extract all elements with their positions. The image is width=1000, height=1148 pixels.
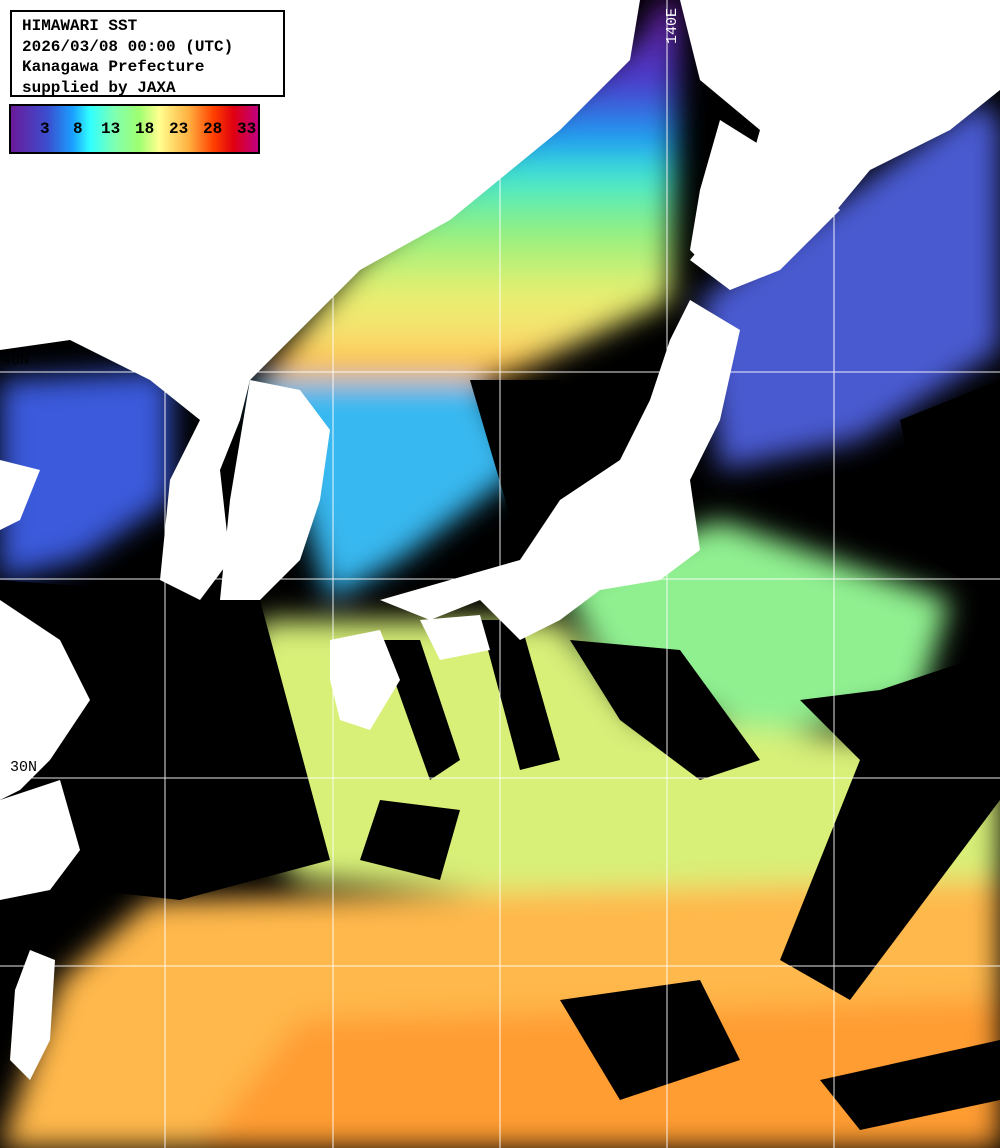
legend-tick: 18 xyxy=(135,120,155,138)
land-kyushu xyxy=(330,630,400,730)
title-box: HIMAWARI SST 2026/03/08 00:00 (UTC) Kana… xyxy=(10,10,285,97)
lon-label-140e: 140E xyxy=(664,7,681,44)
land-shikoku xyxy=(420,615,490,660)
lat-label-40n: 40N xyxy=(2,352,30,369)
color-scale-legend: 3 8 13 18 23 28 33 xyxy=(9,104,260,154)
land-honshu xyxy=(380,300,740,640)
legend-tick: 8 xyxy=(73,120,83,138)
land-korea xyxy=(220,380,330,600)
legend-tick: 33 xyxy=(237,120,257,138)
land-taiwan xyxy=(10,950,55,1080)
lat-label-30n: 30N xyxy=(10,759,38,776)
legend-tick: 13 xyxy=(101,120,121,138)
land-china-coast xyxy=(0,460,40,530)
map-datetime: 2026/03/08 00:00 (UTC) xyxy=(22,37,234,56)
land-hokkaido xyxy=(690,120,840,280)
map-organization: Kanagawa Prefecture xyxy=(22,58,205,76)
map-credit: supplied by JAXA xyxy=(22,78,176,97)
map-title: HIMAWARI SST xyxy=(22,17,138,35)
land-china-south xyxy=(0,600,90,800)
legend-tick: 28 xyxy=(203,120,223,138)
legend-tick: 23 xyxy=(169,120,189,138)
legend-tick: 3 xyxy=(40,120,50,138)
land-china-south2 xyxy=(0,780,80,900)
